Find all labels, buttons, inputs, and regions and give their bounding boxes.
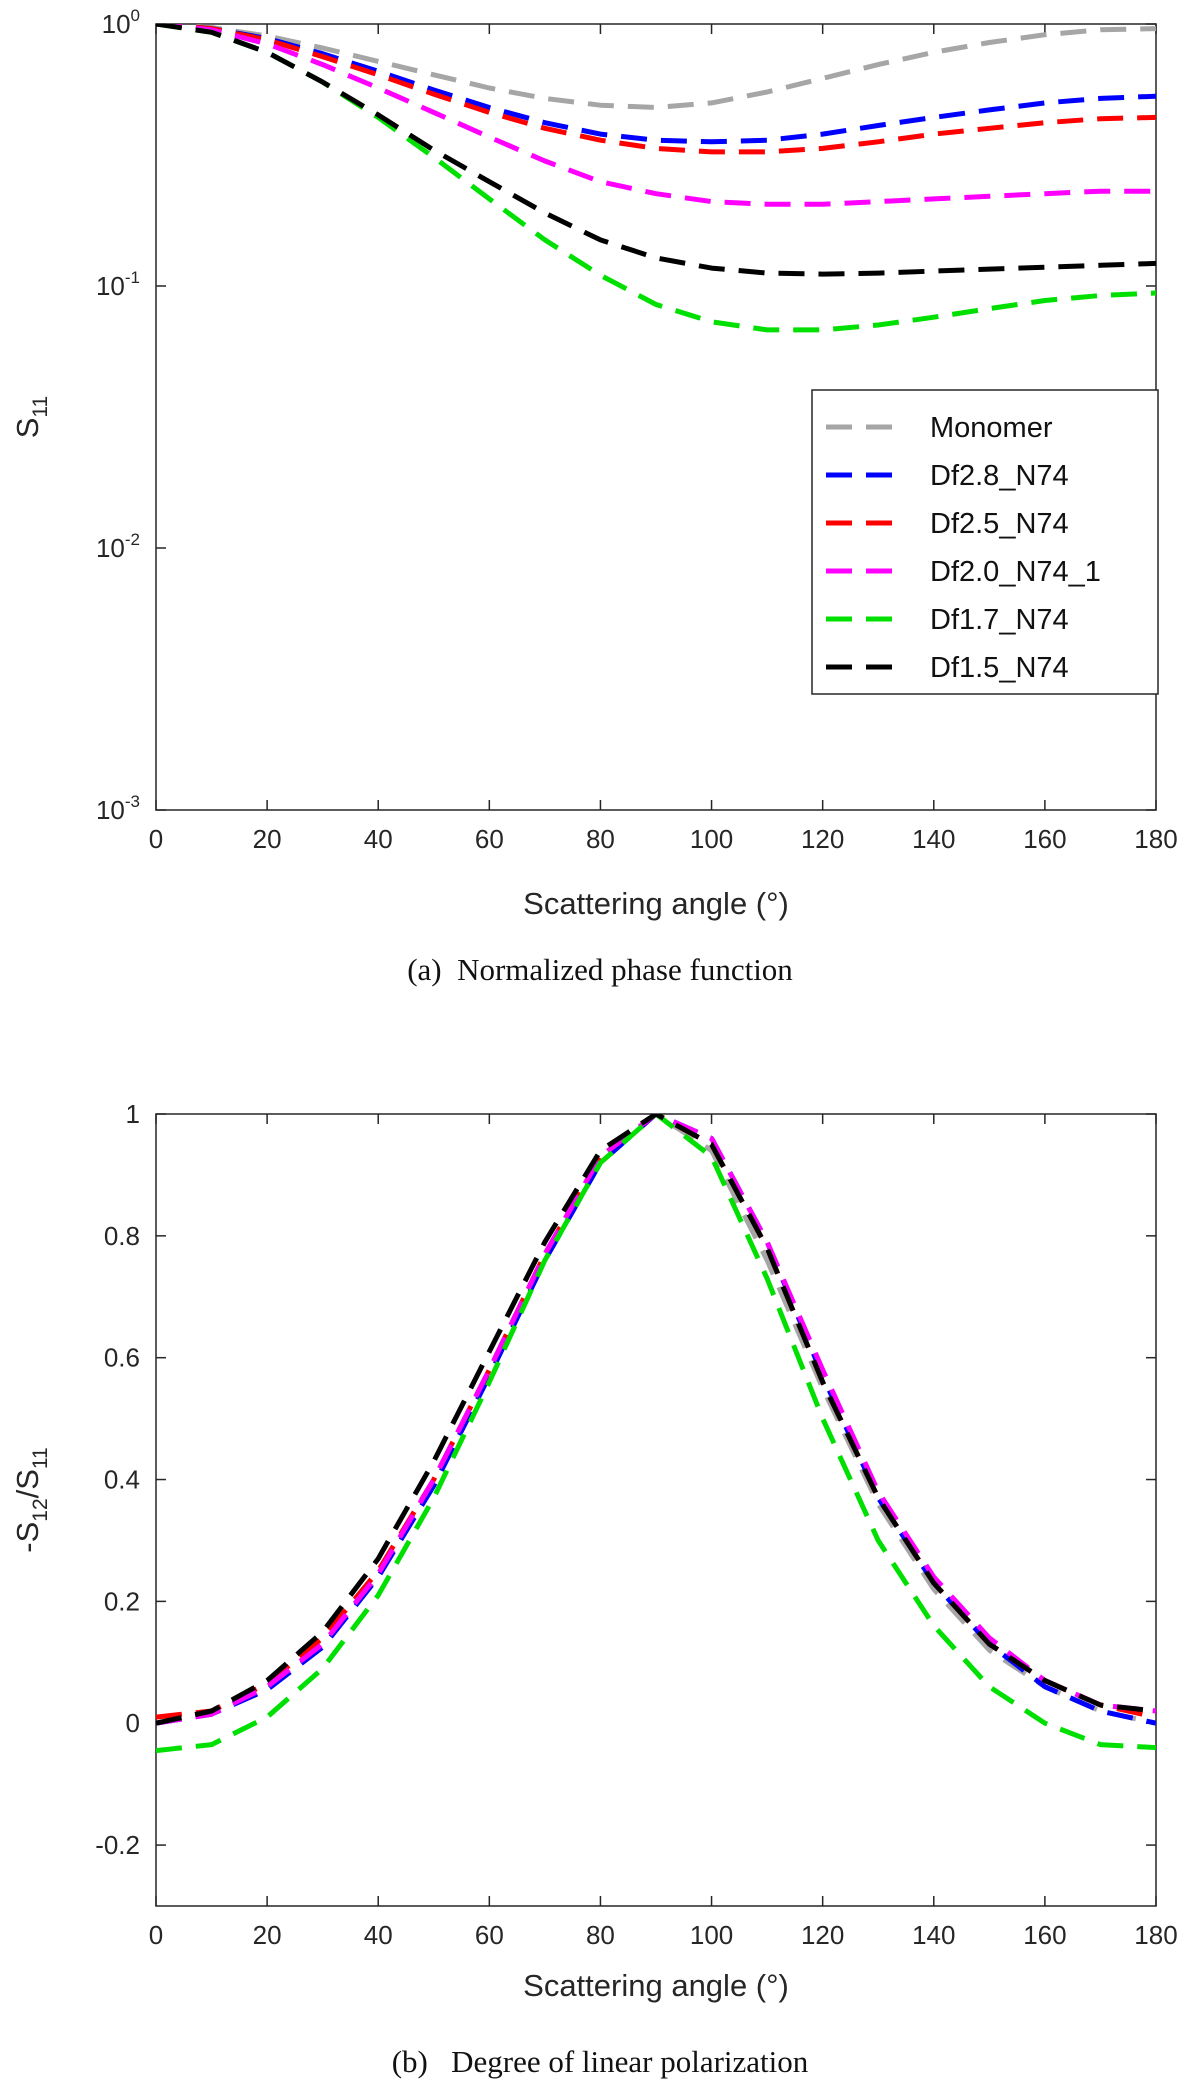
chart-b-ticks: 0 20 40 60 80 100 120 140 160 180 1 0.8 0.6 0.4 0.2 0 -0… (95, 1099, 1178, 1950)
chart-a-legend: Monomer Df2.8_N74 Df2.5_N74 Df2.0_N74_1 Df1.… (811, 389, 1159, 695)
legend-item: Df1.7_N74 (826, 604, 1069, 636)
series-line-df1-5-n74 (156, 1114, 1156, 1726)
series-line-df2-8-n74 (156, 24, 1156, 145)
series-line-monomer (156, 1114, 1156, 1726)
x-tick-label: 160 (1023, 824, 1066, 854)
x-tick-label: 20 (253, 824, 282, 854)
series-line-df2-0-n74-1 (156, 1114, 1156, 1726)
x-tick-label: 180 (1134, 1920, 1177, 1950)
chart-a: 0 20 40 60 80 100 120 140 160 18010010-110-210-3 … (10, 6, 1178, 987)
legend-label: Df2.5_N74 (930, 508, 1069, 540)
legend-label: Monomer (930, 412, 1053, 444)
series-line-df2-0-n74-1 (156, 24, 1156, 207)
y-tick-label: 10-3 (96, 792, 140, 825)
legend-label: Df1.5_N74 (930, 652, 1069, 684)
y-tick-label: 1 (126, 1099, 140, 1129)
series-line-df2-5-n74 (156, 24, 1156, 155)
legend-item: Df2.8_N74 (826, 460, 1069, 492)
y-tick-label: 0.2 (104, 1586, 140, 1616)
chart-a-caption: (a) Normalized phase function (407, 952, 793, 987)
legend-item: Df2.5_N74 (826, 508, 1069, 540)
chart-a-ylabel: S11 (10, 396, 52, 439)
x-tick-label: 160 (1023, 1920, 1066, 1950)
y-tick-label: 0.4 (104, 1465, 140, 1495)
legend-item: Monomer (826, 412, 1053, 444)
series-line-monomer (156, 24, 1156, 110)
x-tick-label: 180 (1134, 824, 1177, 854)
series-line-df1-5-n74 (156, 24, 1156, 277)
legend-item: Df1.5_N74 (826, 652, 1069, 684)
y-tick-label: 0.8 (104, 1221, 140, 1251)
chart-b-lines (156, 1114, 1156, 1754)
chart-a-xlabel: Scattering angle (°) (523, 886, 789, 921)
x-tick-label: 80 (586, 824, 615, 854)
y-tick-label: 0.6 (104, 1343, 140, 1373)
chart-b: 0 20 40 60 80 100 120 140 160 180 1 0.8 0.6 0.4 0.2 0 -0… (10, 1099, 1178, 2079)
x-tick-label: 100 (690, 824, 733, 854)
x-tick-label: 40 (364, 1920, 393, 1950)
legend-label: Df1.7_N74 (930, 604, 1069, 636)
x-tick-label: 60 (475, 1920, 504, 1950)
legend-label: Df2.8_N74 (930, 460, 1069, 492)
x-tick-label: 140 (912, 1920, 955, 1950)
x-tick-label: 120 (801, 824, 844, 854)
legend-box (811, 389, 1159, 695)
x-tick-label: 20 (253, 1920, 282, 1950)
x-tick-label: 0 (149, 1920, 163, 1950)
legend-label: Df2.0_N74_1 (930, 556, 1101, 588)
x-tick-label: 80 (586, 1920, 615, 1950)
y-tick-label: 10-2 (96, 530, 140, 563)
chart-a-ticks: 0 20 40 60 80 100 120 140 160 180 100 10-1 10-2 10-3 (96, 6, 1178, 854)
y-tick-label: 100 (102, 6, 140, 39)
x-tick-label: 0 (149, 824, 163, 854)
chart-b-ylabel: -S12/S11 (10, 1447, 52, 1552)
chart-a-lines (156, 24, 1156, 333)
x-tick-label: 120 (801, 1920, 844, 1950)
x-tick-label: 40 (364, 824, 393, 854)
chart-b-plot-area (155, 1113, 1157, 1907)
x-tick-label: 60 (475, 824, 504, 854)
x-tick-label: 140 (912, 824, 955, 854)
chart-b-xlabel: Scattering angle (°) (523, 1968, 789, 2003)
x-tick-label: 100 (690, 1920, 733, 1950)
chart-b-caption: (b) Degree of linear polarization (392, 2044, 809, 2079)
y-tick-label: 10-1 (96, 268, 140, 301)
y-tick-label: 0 (126, 1708, 140, 1738)
y-tick-label: -0.2 (95, 1830, 140, 1860)
legend-item: Df2.0_N74_1 (826, 556, 1101, 588)
